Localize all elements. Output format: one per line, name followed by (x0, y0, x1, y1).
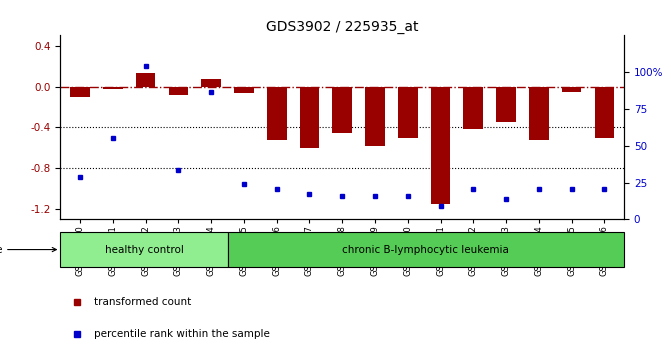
Bar (365, 86, 384, 146)
Bar (234, 86, 254, 93)
Bar (562, 86, 582, 92)
Bar (431, 86, 450, 204)
Bar (398, 86, 417, 138)
Bar (136, 73, 156, 86)
Bar (464, 86, 483, 130)
Text: percentile rank within the sample: percentile rank within the sample (94, 329, 270, 339)
Bar (529, 86, 549, 140)
Bar (168, 86, 188, 95)
Text: chronic B-lymphocytic leukemia: chronic B-lymphocytic leukemia (342, 245, 509, 255)
Bar (267, 86, 287, 140)
Text: healthy control: healthy control (105, 245, 183, 255)
Bar (227, 232, 624, 267)
Bar (300, 86, 319, 148)
Bar (497, 86, 516, 122)
Text: disease state: disease state (0, 245, 56, 255)
Bar (595, 86, 614, 138)
Bar (60, 232, 227, 267)
Text: transformed count: transformed count (94, 297, 191, 307)
Bar (201, 79, 221, 86)
Bar (332, 86, 352, 132)
Bar (70, 86, 90, 97)
Bar (103, 86, 123, 88)
Title: GDS3902 / 225935_at: GDS3902 / 225935_at (266, 21, 419, 34)
